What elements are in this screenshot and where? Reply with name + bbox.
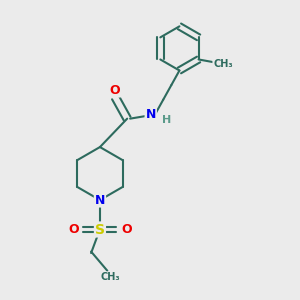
Text: CH₃: CH₃ <box>100 272 120 282</box>
Text: N: N <box>95 194 105 207</box>
Text: S: S <box>95 223 105 236</box>
Text: CH₃: CH₃ <box>213 59 233 69</box>
Text: O: O <box>68 223 79 236</box>
Text: N: N <box>146 108 156 121</box>
Text: O: O <box>110 84 120 97</box>
Text: H: H <box>162 115 171 124</box>
Text: O: O <box>121 223 132 236</box>
